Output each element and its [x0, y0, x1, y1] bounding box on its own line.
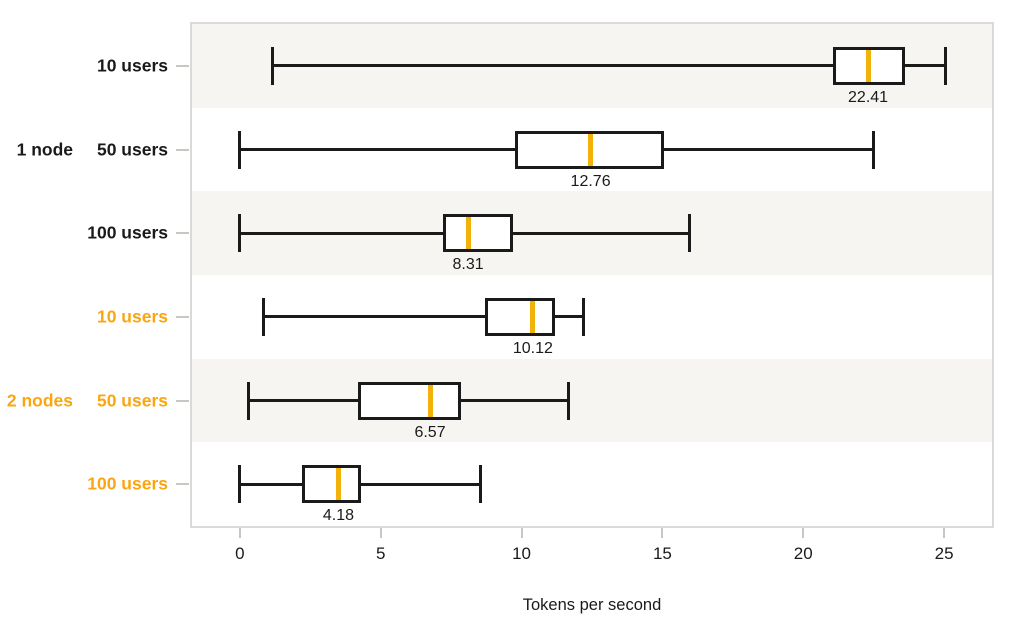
x-tick-label: 20 [793, 544, 813, 563]
x-axis-title: Tokens per second [522, 596, 662, 614]
median-value-label: 10.12 [512, 339, 553, 357]
x-tick-label: 10 [512, 544, 532, 563]
whisker-line [263, 315, 584, 319]
y-tick-mark [176, 64, 189, 67]
whisker-cap-max [479, 465, 483, 504]
iqr-box [301, 465, 361, 504]
median-line [427, 384, 433, 417]
y-tick-mark [176, 399, 189, 402]
y-axis-label-50-users: 50 users [96, 139, 168, 159]
whisker-cap-max [944, 46, 948, 85]
y-axis-label-10-users: 10 users [96, 306, 168, 327]
y-axis-label-10-users: 10 users [96, 55, 168, 76]
x-tick-mark [802, 528, 805, 538]
whisker-cap-min [238, 214, 242, 253]
median-value-label: 8.31 [452, 256, 484, 274]
median-line [588, 133, 594, 166]
x-tick-mark [238, 528, 241, 538]
median-value-label: 12.76 [570, 172, 611, 190]
median-line [465, 217, 471, 250]
whisker-cap-min [246, 381, 250, 420]
y-tick-mark [176, 483, 189, 486]
group-label-2-nodes: 2 nodes [6, 390, 73, 410]
whisker-cap-max [872, 130, 876, 169]
median-value-label: 22.41 [848, 88, 889, 106]
median-value-label: 6.57 [414, 423, 446, 441]
median-line [530, 300, 536, 333]
whisker-cap-max [582, 297, 586, 336]
y-axis-label-50-users: 50 users [96, 390, 168, 410]
whisker-cap-min [238, 130, 242, 169]
whisker-cap-min [262, 297, 266, 336]
whisker-cap-min [238, 465, 242, 504]
whisker-cap-max [687, 214, 691, 253]
group-label-1-node: 1 node [16, 139, 73, 159]
y-axis-label-100-users: 100 users [87, 473, 168, 494]
y-axis-label-100-users: 100 users [87, 222, 168, 243]
x-tick-mark [379, 528, 382, 538]
y-tick-mark [176, 148, 189, 151]
x-tick-label: 0 [235, 544, 245, 563]
y-tick-mark [176, 232, 189, 235]
x-tick-mark [520, 528, 523, 538]
iqr-box [442, 214, 514, 253]
y-tick-mark [176, 315, 189, 318]
whisker-cap-min [270, 46, 274, 85]
iqr-box [358, 381, 461, 420]
whisker-cap-max [566, 381, 570, 420]
median-line [865, 49, 871, 82]
iqr-box [484, 297, 556, 336]
median-value-label: 4.18 [322, 507, 355, 525]
median-line [335, 468, 341, 501]
x-tick-label: 25 [934, 544, 954, 563]
x-tick-label: 15 [652, 544, 672, 563]
whisker-line [272, 64, 946, 68]
x-tick-mark [661, 528, 664, 538]
x-tick-mark [943, 528, 946, 538]
plot-area: 22.41 12.76 8.31 10.12 6.57 4.18 [190, 22, 994, 528]
x-tick-label: 5 [375, 544, 386, 563]
